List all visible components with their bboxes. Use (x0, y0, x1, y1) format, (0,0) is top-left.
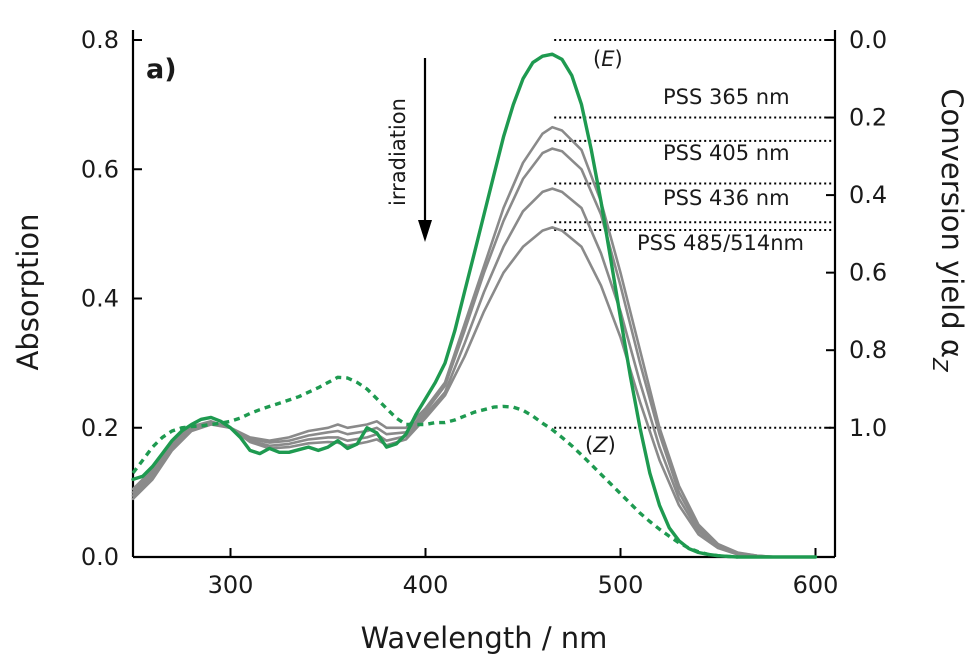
x-axis-title: Wavelength / nm (361, 621, 608, 655)
y2-tick-label: 1.0 (849, 414, 887, 442)
y-tick-label: 0.6 (81, 155, 119, 183)
series-pss-405-nm (131, 147, 817, 559)
label-pss-485-514: PSS 485/514nm (637, 231, 804, 255)
label-pss-365: PSS 365 nm (663, 85, 790, 109)
y2-tick-label: 0.2 (849, 104, 887, 132)
y2-axis-title: Conversion yield αZ (928, 88, 968, 373)
series-pss-436-nm (131, 187, 817, 559)
y-tick-label: 0.8 (81, 26, 119, 54)
irradiation-arrow-head (418, 220, 432, 242)
y2-axis-title-sub: Z (928, 357, 952, 373)
y2-tick-label: 0.6 (849, 259, 887, 287)
series-pss-365-nm (131, 125, 817, 559)
spectra-series (131, 52, 818, 559)
label-e: (E) (593, 47, 623, 71)
x-tick-label: 600 (793, 571, 839, 599)
series-pss-485-514nm (131, 226, 817, 559)
irradiation-label: irradiation (386, 98, 410, 206)
pss-dotted-lines (554, 39, 835, 429)
y-axis-title: Absorption (11, 214, 45, 371)
label-z: (Z) (585, 433, 616, 457)
y2-axis-title-main: Conversion yield α (935, 88, 968, 358)
label-pss-405: PSS 405 nm (663, 141, 790, 165)
x-tick-label: 300 (208, 571, 254, 599)
y-tick-label: 0.4 (81, 285, 119, 313)
x-tick-label: 500 (598, 571, 644, 599)
y2-tick-label: 0.8 (849, 336, 887, 364)
tick-labels: 300 400 500 600 0.0 0.2 0.4 0.6 0.8 0.0 0.2 0.4 0.6 0… (81, 26, 887, 599)
label-pss-436: PSS 436 nm (663, 186, 790, 210)
y-tick-label: 0.0 (81, 543, 119, 571)
panel-label: a) (146, 54, 177, 85)
series-e (131, 52, 818, 559)
y2-tick-label: 0.0 (849, 26, 887, 54)
x-tick-label: 400 (403, 571, 449, 599)
y2-tick-label: 0.4 (849, 181, 887, 209)
y-tick-label: 0.2 (81, 414, 119, 442)
